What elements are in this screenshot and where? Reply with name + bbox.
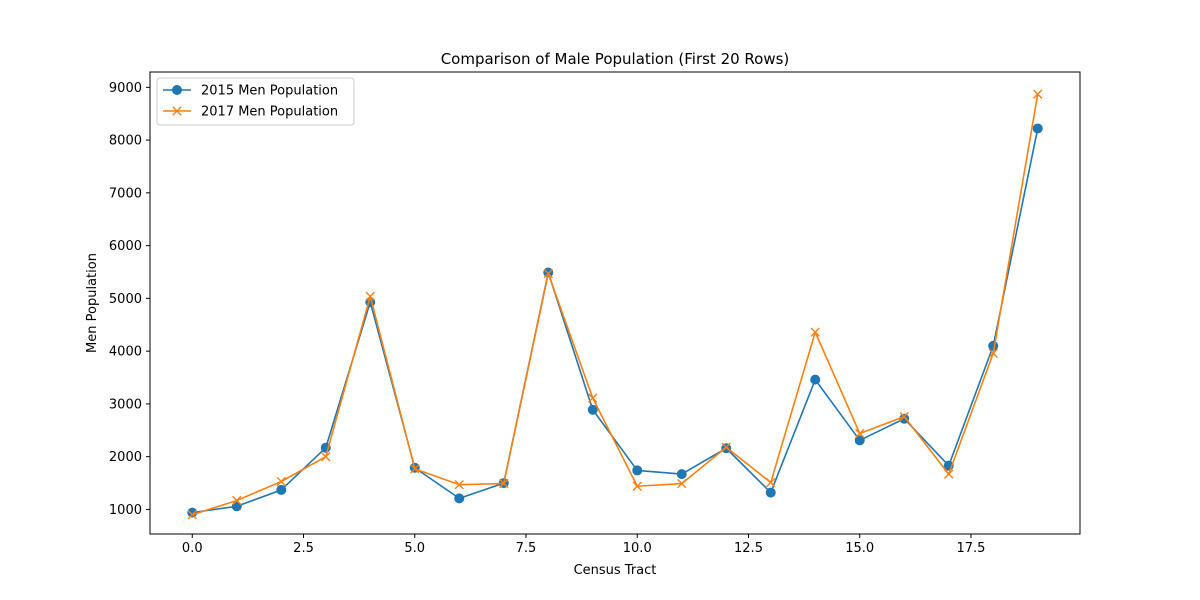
y-tick-label: 1000	[109, 503, 142, 518]
legend-box	[156, 77, 355, 126]
x-axis-label: Census Tract	[574, 563, 657, 578]
x-tick-label: 0.0	[182, 541, 203, 556]
x-tick-label: 17.5	[957, 541, 986, 556]
y-tick-label: 9000	[109, 81, 142, 96]
data-point	[632, 465, 643, 476]
data-point	[1032, 123, 1043, 134]
data-point	[676, 469, 687, 480]
data-point	[454, 479, 464, 490]
legend: 2015 Men Population 2017 Men Population	[156, 77, 355, 126]
legend-entry: 2015 Men Population	[163, 84, 338, 99]
y-tick-label: 4000	[109, 345, 142, 360]
data-point	[499, 478, 509, 489]
data-point	[721, 443, 732, 454]
data-point	[1033, 89, 1043, 99]
data-point	[677, 478, 687, 489]
y-tick-label: 5000	[109, 292, 142, 307]
data-point	[587, 404, 598, 415]
data-point	[276, 476, 286, 487]
x-axis: 0.0 2.5 5.0 7.5 10.0 12.5 15.0 17.5	[182, 534, 986, 556]
y-tick-label: 2000	[109, 450, 142, 465]
data-point	[988, 348, 998, 358]
data-point	[854, 435, 865, 446]
data-point	[899, 411, 909, 422]
y-tick-label: 6000	[109, 239, 142, 254]
y-axis: 1000 2000 3000 4000 5000 6000 7000 8000 9000	[109, 81, 150, 518]
y-axis-label: Men Population	[85, 253, 100, 353]
plot-frame	[149, 71, 1081, 535]
series-line	[192, 94, 1039, 516]
legend-marker	[172, 106, 182, 116]
x-tick-label: 2.5	[293, 541, 314, 556]
y-tick-label: 8000	[109, 134, 142, 149]
data-point	[454, 493, 465, 504]
data-point	[765, 487, 776, 498]
x-tick-label: 12.5	[734, 541, 763, 556]
y-tick-label: 7000	[109, 186, 142, 201]
series-line	[192, 128, 1039, 514]
data-point	[721, 442, 731, 452]
data-point	[232, 495, 242, 506]
series-1	[187, 123, 1043, 518]
data-point	[187, 510, 197, 520]
data-point	[321, 451, 331, 462]
data-point	[944, 469, 954, 479]
legend-label: 2015 Men Population	[201, 84, 338, 99]
y-tick-label: 3000	[109, 397, 142, 412]
data-point	[365, 291, 375, 301]
plot-area	[187, 89, 1043, 520]
legend-label: 2017 Men Population	[201, 105, 338, 120]
data-point	[410, 464, 420, 474]
chart-title: Comparison of Male Population (First 20 …	[441, 50, 790, 68]
x-tick-label: 10.0	[623, 541, 652, 556]
data-point	[543, 268, 553, 279]
data-point	[810, 374, 821, 385]
data-point	[276, 484, 287, 495]
data-point	[588, 393, 598, 403]
data-point	[231, 501, 242, 512]
data-point	[187, 507, 198, 518]
legend-marker	[172, 85, 182, 95]
data-point	[810, 327, 820, 337]
legend-entry: 2017 Men Population	[163, 105, 338, 120]
data-point	[766, 477, 776, 488]
x-tick-label: 7.5	[516, 541, 537, 556]
x-tick-label: 5.0	[404, 541, 425, 556]
series-2	[187, 89, 1043, 520]
data-point	[855, 428, 865, 439]
data-point	[632, 481, 642, 491]
x-tick-label: 15.0	[845, 541, 874, 556]
